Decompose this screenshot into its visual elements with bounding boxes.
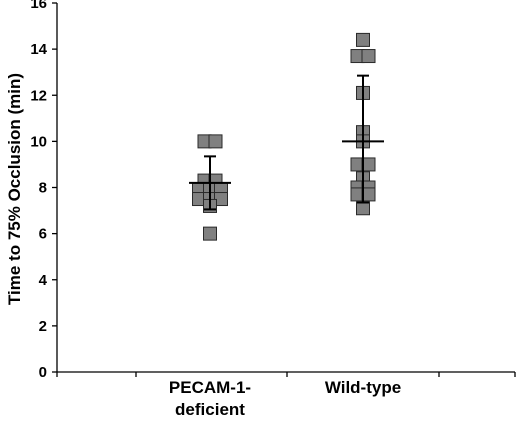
y-tick-label: 2 <box>39 318 47 335</box>
error-bars <box>189 74 384 211</box>
x-category-labels: PECAM-1- deficient Wild-type <box>169 378 401 419</box>
y-ticks: 0 2 4 6 8 10 12 14 16 <box>30 0 57 381</box>
data-point <box>208 134 223 149</box>
data-point <box>361 49 376 64</box>
data-points <box>192 32 376 241</box>
category-label: PECAM-1- <box>169 378 251 397</box>
y-tick-label: 8 <box>39 180 47 197</box>
y-tick-label: 16 <box>30 0 47 12</box>
y-tick-label: 14 <box>30 41 47 58</box>
data-point <box>356 32 370 47</box>
data-point <box>356 201 370 216</box>
axes <box>56 3 516 377</box>
y-tick-label: 10 <box>30 133 47 150</box>
y-axis-title: Time to 75% Occlusion (min) <box>5 73 24 305</box>
y-tick-label: 6 <box>39 226 47 243</box>
category-label: Wild-type <box>325 378 401 397</box>
y-tick-label: 4 <box>39 272 48 289</box>
data-point <box>203 226 217 241</box>
y-tick-label: 12 <box>30 87 47 104</box>
category-label: deficient <box>175 400 245 419</box>
y-tick-label: 0 <box>39 364 47 381</box>
